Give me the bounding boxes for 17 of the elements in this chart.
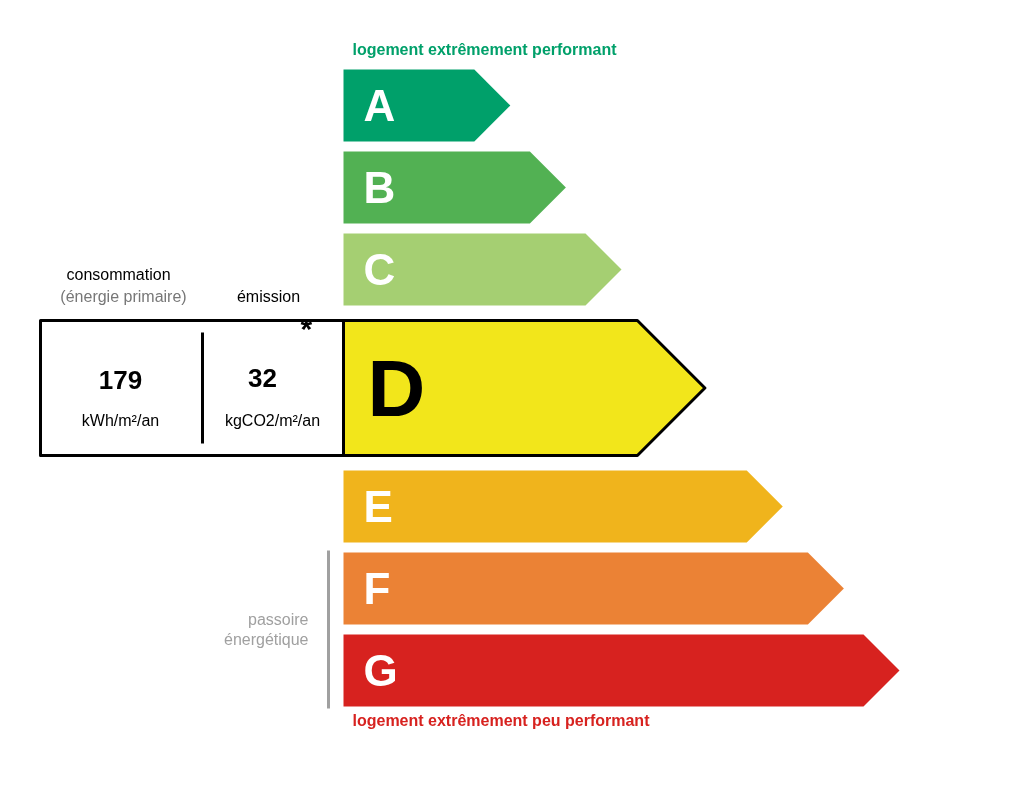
text: 32 bbox=[248, 363, 277, 393]
annotation: logement extrêmement peu performant bbox=[352, 712, 651, 729]
y-tick-label: B bbox=[363, 163, 396, 212]
chart-title: logement extrêmement performant bbox=[352, 41, 618, 58]
text: émission bbox=[236, 288, 301, 305]
y-tick-label: D bbox=[367, 343, 426, 433]
text: (énergie primaire) bbox=[60, 288, 187, 305]
text: 179 bbox=[98, 365, 143, 395]
text: kgCO2/m²/an bbox=[224, 411, 321, 429]
text: consommation bbox=[66, 266, 171, 283]
text: passoire énergétique bbox=[223, 610, 309, 649]
y-tick-label: C bbox=[363, 245, 396, 294]
y-tick-label: F bbox=[363, 564, 391, 613]
y-tick-label: G bbox=[363, 646, 398, 695]
y-tick-label: A bbox=[363, 81, 396, 130]
y-tick-label: E bbox=[363, 482, 393, 531]
text: kWh/m²/an bbox=[81, 411, 160, 429]
